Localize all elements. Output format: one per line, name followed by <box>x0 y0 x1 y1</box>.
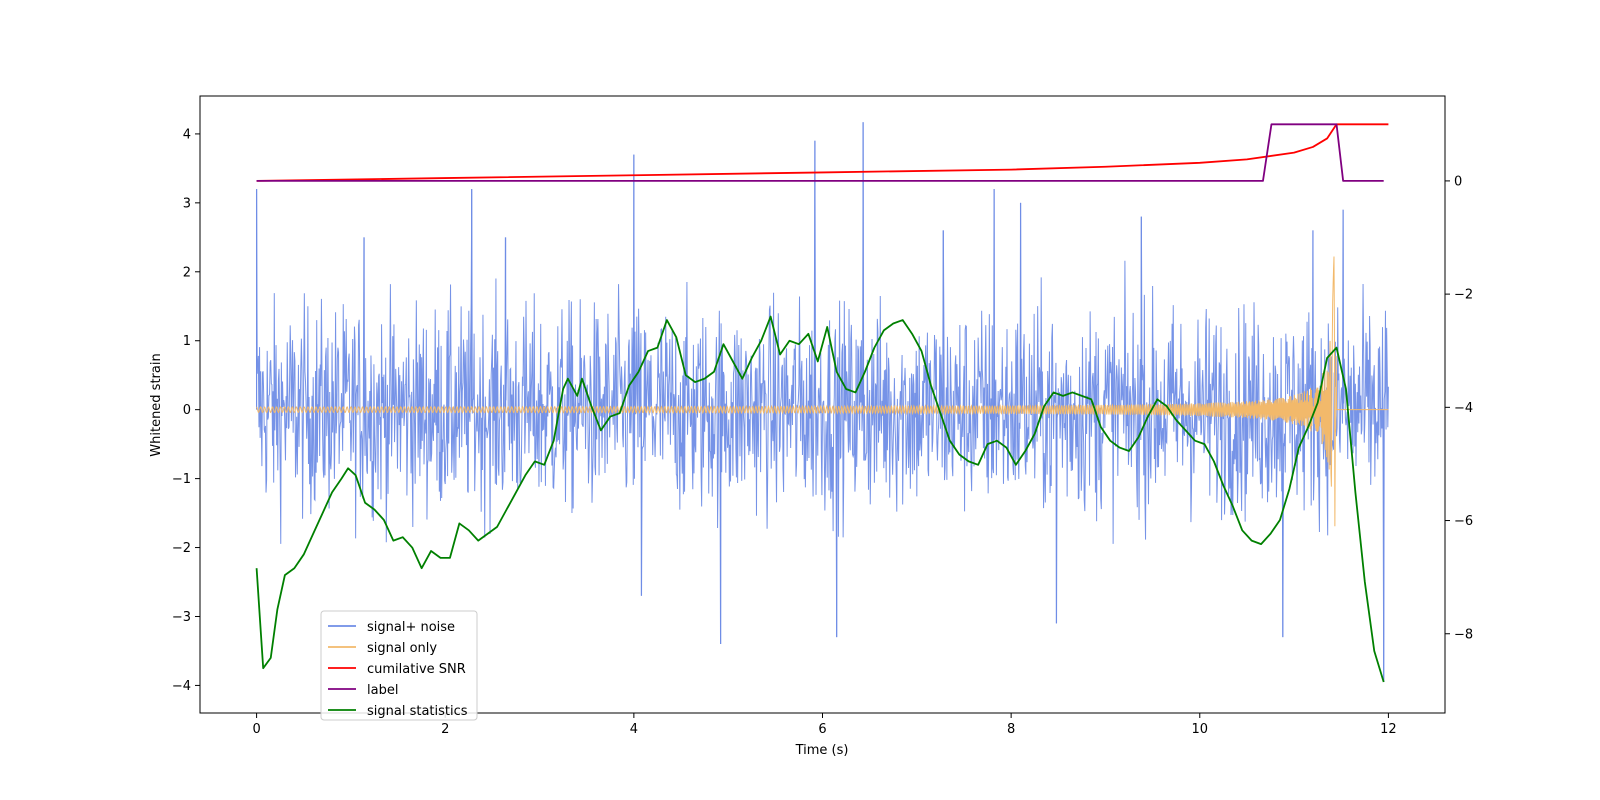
legend-label: signal statistics <box>367 704 468 719</box>
y-tick-label: −2 <box>172 541 191 556</box>
series-layer <box>255 122 1389 683</box>
y2-tick-label: −6 <box>1454 514 1473 529</box>
x-tick-label: 2 <box>441 722 449 737</box>
series-cumilative-snr <box>256 123 1389 182</box>
y-tick-label: −1 <box>172 472 191 487</box>
x-tick-label: 4 <box>630 722 638 737</box>
x-tick-label: 6 <box>818 722 826 737</box>
legend-label: signal+ noise <box>367 620 455 635</box>
y2-tick-label: 0 <box>1454 174 1462 189</box>
y-axis-label: Whitened strain <box>149 353 164 456</box>
y-axis-ticks: −4 −3 −2 −1 0 1 2 3 4 <box>172 127 200 694</box>
y-tick-label: 3 <box>183 196 191 211</box>
y-tick-label: 0 <box>183 403 191 418</box>
y-tick-label: 2 <box>183 265 191 280</box>
x-tick-label: 8 <box>1007 722 1015 737</box>
series-signal-statistics <box>255 315 1385 683</box>
x-axis-ticks: 0 2 4 6 8 10 12 <box>252 713 1397 737</box>
x-tick-label: 10 <box>1191 722 1208 737</box>
series-label <box>256 123 1384 182</box>
series-signal-plus-noise <box>256 122 1389 682</box>
legend-box <box>320 610 478 721</box>
x-tick-label: 0 <box>252 722 260 737</box>
legend-entries: signal+ noise signal only cumilative SNR la… <box>328 620 468 719</box>
y2-tick-label: −2 <box>1454 288 1473 303</box>
x-tick-label: 12 <box>1380 722 1397 737</box>
y-tick-label: −4 <box>172 679 191 694</box>
legend-label: cumilative SNR <box>367 662 466 677</box>
y2-tick-label: −4 <box>1454 401 1473 416</box>
y2-tick-label: −8 <box>1454 627 1473 642</box>
y-tick-label: −3 <box>172 610 191 625</box>
legend-label: signal only <box>367 641 437 656</box>
series-signal-only <box>256 256 1389 527</box>
y-tick-label: 4 <box>183 127 191 142</box>
y2-axis-ticks: −8 −6 −4 −2 0 <box>1445 174 1473 642</box>
y-tick-label: 1 <box>183 334 191 349</box>
x-axis-label: Time (s) <box>795 743 849 758</box>
legend: signal+ noise signal only cumilative SNR la… <box>320 610 478 721</box>
legend-label: label <box>367 683 398 698</box>
